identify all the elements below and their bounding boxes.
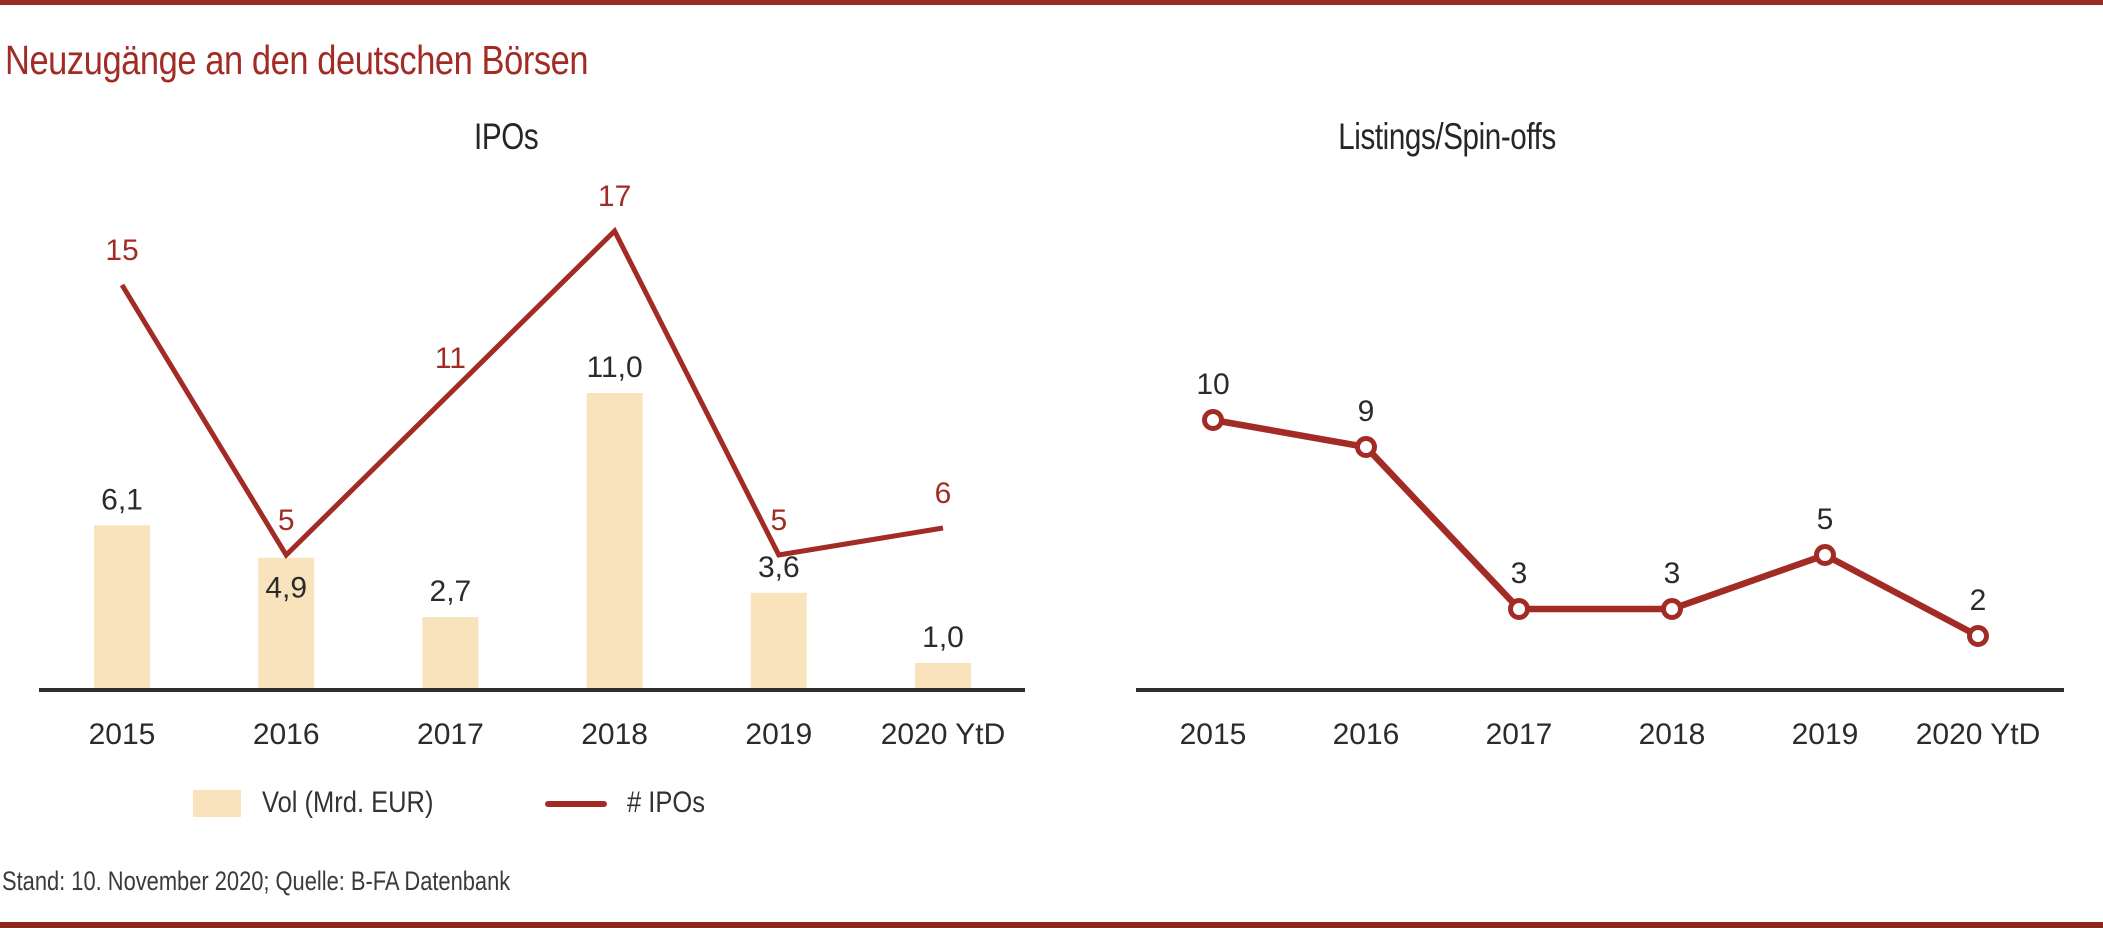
value-label-line-2017: 3 bbox=[1511, 557, 1528, 590]
tick-label-2016: 2016 bbox=[1333, 718, 1400, 751]
bar-2017 bbox=[422, 617, 479, 688]
tick-label-2017: 2017 bbox=[417, 718, 484, 751]
tick-label-2017: 2017 bbox=[1486, 718, 1553, 751]
chart-title-ipos: IPOs bbox=[206, 117, 806, 157]
value-label-bar-2016: 4,9 bbox=[265, 572, 307, 605]
chart-title-listings: Listings/Spin-offs bbox=[1147, 117, 1747, 157]
tick-label-2018: 2018 bbox=[1639, 718, 1706, 751]
value-label-line-2020 YtD: 6 bbox=[935, 477, 952, 510]
footer-source-note: Stand: 10. November 2020; Quelle: B-FA D… bbox=[2, 866, 511, 896]
marker-2015 bbox=[1202, 409, 1224, 431]
chart-title-listings-text: Listings/Spin-offs bbox=[1338, 116, 1556, 157]
marker-2019 bbox=[1814, 544, 1836, 566]
tick-label-2015: 2015 bbox=[1180, 718, 1247, 751]
tick-label-2018: 2018 bbox=[581, 718, 648, 751]
bar-2016 bbox=[258, 557, 315, 688]
value-label-line-2017: 11 bbox=[435, 342, 466, 375]
value-label-bar-2020 YtD: 1,0 bbox=[922, 621, 964, 654]
value-label-bar-2018: 11,0 bbox=[587, 351, 643, 384]
bar-2015 bbox=[94, 525, 150, 688]
bar-2019 bbox=[750, 592, 807, 688]
legend-label-num-ipos: # IPOs bbox=[627, 786, 705, 819]
bar-2018 bbox=[586, 393, 643, 688]
marker-2017 bbox=[1508, 598, 1530, 620]
value-label-line-2018: 3 bbox=[1664, 557, 1681, 590]
value-label-bar-2015: 6,1 bbox=[101, 483, 143, 516]
legend-line-swatch bbox=[545, 801, 607, 807]
page-title: Neuzugänge an den deutschen Börsen bbox=[5, 37, 589, 83]
legend-label-volume: Vol (Mrd. EUR) bbox=[262, 786, 434, 819]
chart-title-ipos-text: IPOs bbox=[473, 116, 539, 157]
value-label-bar-2019: 3,6 bbox=[758, 551, 800, 584]
value-label-line-2018: 17 bbox=[598, 180, 631, 213]
tick-label-2016: 2016 bbox=[253, 718, 320, 751]
marker-2020 YtD bbox=[1967, 625, 1989, 647]
value-label-line-2016: 9 bbox=[1358, 395, 1375, 428]
value-label-line-2019: 5 bbox=[770, 504, 787, 537]
bottom-rule bbox=[0, 922, 2103, 928]
value-label-line-2016: 5 bbox=[278, 504, 295, 537]
marker-2016 bbox=[1355, 436, 1377, 458]
series-line-chart1 bbox=[1212, 416, 1980, 639]
series-line-chart0 bbox=[119, 226, 944, 559]
top-rule bbox=[0, 0, 2103, 5]
tick-label-2020 YtD: 2020 YtD bbox=[881, 718, 1006, 751]
tick-label-2020 YtD: 2020 YtD bbox=[1916, 718, 2041, 751]
tick-label-2019: 2019 bbox=[1792, 718, 1859, 751]
value-label-bar-2017: 2,7 bbox=[430, 575, 472, 608]
tick-label-2019: 2019 bbox=[745, 718, 812, 751]
value-label-line-2015: 15 bbox=[105, 234, 138, 267]
value-label-line-2020 YtD: 2 bbox=[1970, 584, 1987, 617]
value-label-line-2015: 10 bbox=[1196, 368, 1229, 401]
value-label-line-2019: 5 bbox=[1817, 503, 1834, 536]
marker-2018 bbox=[1661, 598, 1683, 620]
legend-bar-swatch bbox=[193, 790, 241, 817]
tick-label-2015: 2015 bbox=[89, 718, 156, 751]
bar-2020 YtD bbox=[915, 663, 971, 688]
